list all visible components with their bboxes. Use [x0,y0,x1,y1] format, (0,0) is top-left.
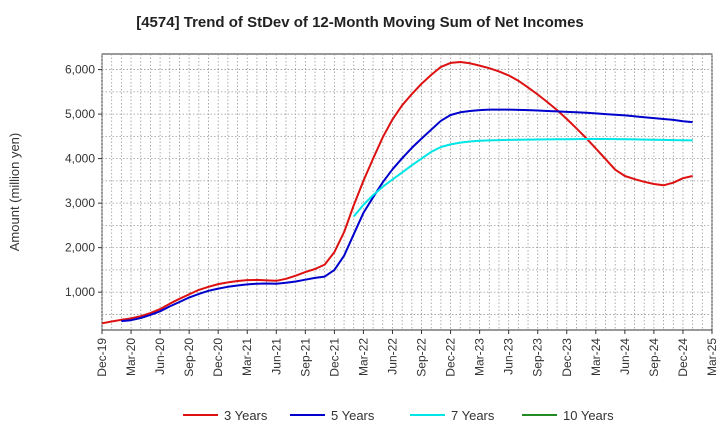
y-tick-label: 1,000 [65,285,95,299]
x-tick-label: Mar-21 [240,338,254,376]
x-tick-label: Dec-20 [211,338,225,377]
x-tick-label: Jun-20 [153,338,167,375]
grid-lines [101,54,713,330]
x-tick-label: Jun-23 [502,338,516,375]
x-tick-label: Mar-24 [589,338,603,376]
x-tick-label: Dec-24 [676,338,690,377]
x-tick-label: Jun-22 [385,338,399,375]
legend: 3 Years 5 Years 7 Years 10 Years [183,408,614,423]
x-tick-label: Jun-21 [269,338,283,375]
y-tick-label: 3,000 [65,196,95,210]
x-tick-label: Sep-23 [531,338,545,377]
series-line-7-years [352,138,693,218]
series-line-5-years [121,108,693,323]
y-tick-label: 6,000 [65,63,95,77]
plot-area [101,53,713,331]
x-tick-label: Mar-20 [124,338,138,376]
x-tick-label: Sep-20 [182,338,196,377]
legend-label-3-years: 3 Years [224,408,268,423]
series-line-3-years [101,61,693,325]
x-tick-label: Sep-24 [647,338,661,377]
y-tick-label: 5,000 [65,107,95,121]
x-tick-label: Jun-24 [618,338,632,375]
x-tick-label: Mar-22 [356,338,370,376]
y-axis-ticks: 1,000 2,000 3,000 4,000 5,000 6,000 [65,63,102,299]
x-tick-label: Mar-25 [705,338,719,376]
x-tick-label: Dec-22 [444,338,458,377]
x-tick-label: Mar-23 [473,338,487,376]
y-tick-label: 4,000 [65,152,95,166]
chart-title: [4574] Trend of StDev of 12-Month Moving… [136,14,584,31]
y-axis-title: Amount (million yen) [7,133,22,252]
x-axis-ticks: Dec-19 Mar-20 Jun-20 Sep-20 Dec-20 Mar-21 Jun-… [95,330,719,377]
x-tick-label: Dec-19 [95,338,109,377]
y-tick-label: 2,000 [65,241,95,255]
legend-label-5-years: 5 Years [331,408,375,423]
legend-label-10-years: 10 Years [563,408,614,423]
x-tick-label: Sep-22 [415,338,429,377]
legend-label-7-years: 7 Years [451,408,495,423]
x-tick-label: Dec-23 [560,338,574,377]
x-tick-label: Dec-21 [327,338,341,377]
series-lines [101,61,693,325]
x-tick-label: Sep-21 [298,338,312,377]
